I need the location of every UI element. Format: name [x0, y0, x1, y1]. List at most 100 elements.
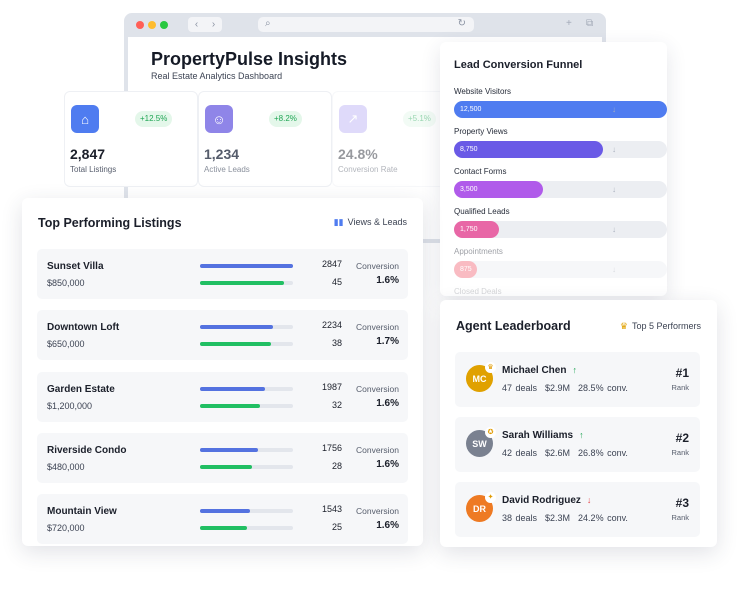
arrow-down-icon: ↓	[612, 185, 616, 194]
agent-row[interactable]: MC ♛ Michael Chen ↑ 47 deals $2.9M 28.5% conv.…	[455, 352, 700, 407]
views-bar	[200, 509, 293, 513]
stat-value: 2,847	[70, 146, 106, 162]
minimize-window-button[interactable]	[148, 21, 156, 29]
leads-bar-fill	[200, 465, 253, 469]
funnel-stage[interactable]: Closed Deals↓	[454, 287, 667, 296]
agent-name-line: Michael Chen ↑	[502, 365, 577, 376]
trend-icon: ↑	[572, 365, 577, 375]
reload-icon[interactable]: ↻	[457, 18, 466, 29]
leads-bar-fill	[200, 281, 284, 285]
funnel-bar: 1,750 ↓	[454, 221, 667, 238]
funnel-stage-label: Website Visitors	[454, 87, 512, 96]
back-icon[interactable]: ‹	[194, 19, 199, 30]
rank-label: Rank	[671, 448, 689, 457]
maximize-window-button[interactable]	[160, 21, 168, 29]
avatar-initials: DR	[473, 503, 486, 514]
conversion-label: Conversion	[356, 506, 399, 516]
avatar: SW ✪	[466, 427, 496, 457]
views-bar	[200, 264, 293, 268]
listing-leads: 45	[331, 277, 342, 287]
listing-row[interactable]: Downtown Loft $650,000 2234 38 Conversion 1.7…	[37, 310, 408, 360]
funnel-bar-fill: 1,750	[454, 221, 499, 238]
lead-funnel-card: Lead Conversion Funnel Website Visitors 1…	[440, 42, 667, 296]
agent-name: Michael Chen	[502, 365, 567, 376]
agent-rank: #2	[675, 431, 689, 445]
avatar: DR ✦	[466, 492, 496, 522]
award-icon: ✦	[485, 492, 496, 503]
views-bar	[200, 325, 293, 329]
page-subtitle: Real Estate Analytics Dashboard	[151, 71, 283, 81]
close-window-button[interactable]	[136, 21, 144, 29]
funnel-stage[interactable]: Qualified Leads 1,750 ↓	[454, 207, 667, 238]
trend-icon: ↑	[579, 430, 584, 440]
listing-name: Garden Estate	[47, 384, 115, 395]
listing-views: 1756	[321, 443, 342, 453]
agent-row[interactable]: DR ✦ David Rodriguez ↓ 38 deals $2.3M 24.2% co…	[455, 482, 700, 537]
views-bar	[200, 448, 293, 452]
listing-row[interactable]: Riverside Condo $480,000 1756 28 Conversion 1…	[37, 433, 408, 483]
views-bar-fill	[200, 509, 251, 513]
trend-icon: ↗	[339, 105, 367, 133]
user-check-icon: ☺	[205, 105, 233, 133]
leads-bar-fill	[200, 526, 247, 530]
listing-leads: 32	[331, 400, 342, 410]
agent-row[interactable]: SW ✪ Sarah Williams ↑ 42 deals $2.6M 26.8% con…	[455, 417, 700, 472]
arrow-down-icon: ↓	[612, 145, 616, 154]
agent-deals: 42 deals	[502, 448, 538, 458]
funnel-bar-fill: 3,500	[454, 181, 544, 198]
listing-views: 2234	[321, 320, 342, 330]
stat-value: 24.8%	[338, 146, 378, 162]
change-badge: +12.5%	[135, 111, 173, 127]
leads-bar-fill	[200, 342, 271, 346]
listings-title: Top Performing Listings	[38, 216, 182, 230]
funnel-stage[interactable]: Contact Forms 3,500 ↓	[454, 167, 667, 198]
funnel-bar-fill: 8,750	[454, 141, 604, 158]
listing-row[interactable]: Sunset Villa $850,000 2847 45 Conversion 1.6%	[37, 249, 408, 299]
funnel-bar: 8,750 ↓	[454, 141, 667, 158]
arrow-down-icon: ↓	[612, 225, 616, 234]
agent-name: David Rodriguez	[502, 495, 581, 506]
funnel-stage-label: Property Views	[454, 127, 508, 136]
trophy-icon: ♛	[619, 321, 628, 331]
funnel-stage[interactable]: Property Views 8,750 ↓	[454, 127, 667, 158]
copy-icon[interactable]: ⧉	[586, 18, 594, 29]
conversion-value: 1.7%	[376, 336, 399, 347]
funnel-bar: 875 ↓	[454, 261, 667, 278]
funnel-stage[interactable]: Website Visitors 12,500 ↓	[454, 87, 667, 118]
bar-chart-icon: ▮▮	[333, 217, 344, 227]
conversion-label: Conversion	[356, 322, 399, 332]
views-bar-fill	[200, 325, 273, 329]
leaderboard-legend: ♛ Top 5 Performers	[620, 321, 701, 332]
trend-icon: ↓	[586, 495, 592, 505]
listing-row[interactable]: Mountain View $720,000 1543 25 Conversion 1.6…	[37, 494, 408, 544]
listing-row[interactable]: Garden Estate $1,200,000 1987 32 Conversion 1…	[37, 372, 408, 422]
address-bar[interactable]: ⌕ ↻	[258, 17, 474, 32]
arrow-down-icon: ↓	[612, 265, 616, 274]
agent-stats: 38 deals $2.3M 24.2% conv.	[502, 513, 636, 523]
agent-conversion: 26.8% conv.	[578, 448, 628, 458]
funnel-bar-fill: 12,500	[454, 101, 667, 118]
listing-views: 1987	[321, 382, 342, 392]
conversion-label: Conversion	[356, 261, 399, 271]
stat-card-total-listings[interactable]: ⌂ +12.5% 2,847 Total Listings	[64, 91, 198, 187]
stat-card-active-leads[interactable]: ☺ +8.2% 1,234 Active Leads	[198, 91, 332, 187]
agent-name-line: Sarah Williams ↑	[502, 430, 584, 441]
funnel-stage[interactable]: Appointments 875 ↓	[454, 247, 667, 278]
leads-bar-fill	[200, 404, 260, 408]
conversion-value: 1.6%	[376, 398, 399, 409]
legend-label: Views & Leads	[347, 217, 407, 227]
conversion-value: 1.6%	[376, 459, 399, 470]
agent-revenue: $2.9M	[545, 383, 571, 393]
new-tab-icon[interactable]: +	[566, 18, 572, 29]
agent-conversion: 24.2% conv.	[578, 513, 628, 523]
medal-icon: ✪	[485, 427, 496, 438]
funnel-bar: 3,500 ↓	[454, 181, 667, 198]
views-bar-fill	[200, 387, 266, 391]
leads-bar	[200, 342, 293, 346]
top-listings-card: Top Performing Listings ▮▮ Views & Leads …	[22, 198, 423, 546]
nav-buttons: ‹ ›	[188, 17, 222, 32]
listing-price: $480,000	[47, 462, 85, 472]
avatar-initials: SW	[472, 438, 487, 449]
forward-icon[interactable]: ›	[211, 19, 216, 30]
avatar: MC ♛	[466, 362, 496, 392]
